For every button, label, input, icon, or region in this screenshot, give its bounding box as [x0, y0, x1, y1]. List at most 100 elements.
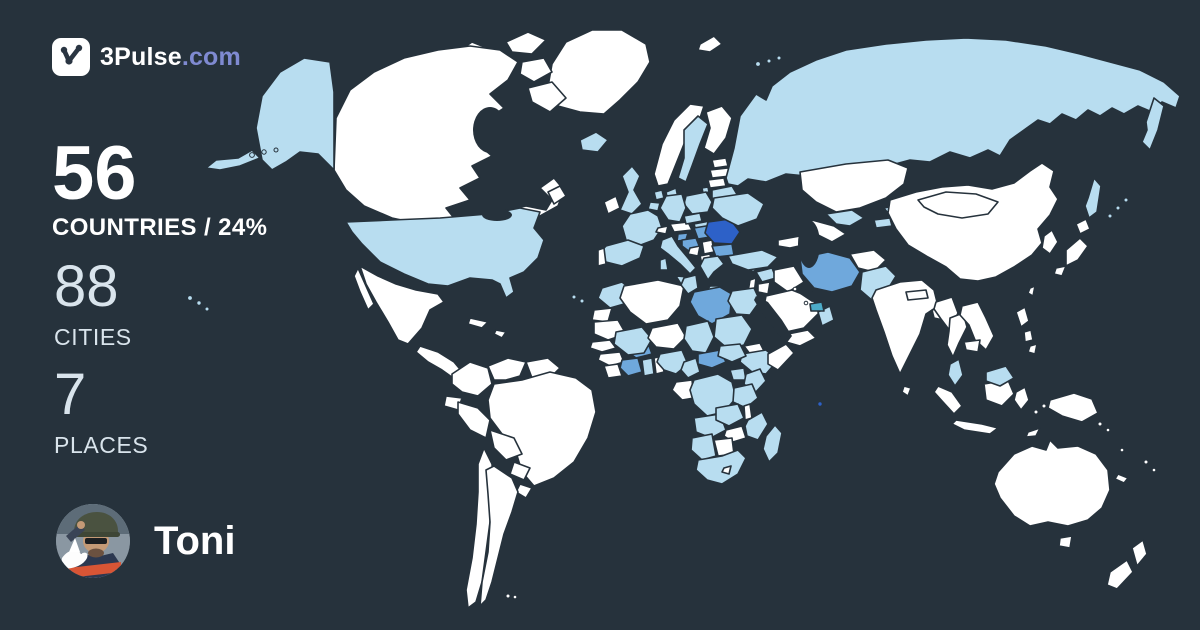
country-canada-baffin: [527, 81, 567, 113]
country-spain: [599, 239, 645, 267]
island-falklands: [512, 594, 518, 600]
brand-logo[interactable]: 3Pulse.com: [52, 38, 241, 76]
red-sea: [754, 296, 792, 344]
country-syria: [755, 267, 777, 283]
country-indonesia: [1041, 403, 1047, 409]
island-franz-josef: [755, 61, 761, 67]
country-indonesia: [951, 419, 999, 435]
island-sardinia: [659, 257, 669, 271]
island-tasmania: [1058, 535, 1073, 549]
country-france: [621, 209, 663, 247]
country-papua-new-guinea: [1047, 392, 1099, 423]
country-russia: [725, 37, 1181, 187]
island-comoros: [817, 401, 823, 407]
country-ireland: [603, 195, 621, 215]
country-mexico: [353, 267, 375, 311]
country-mexico: [359, 265, 445, 345]
country-nepal: [905, 289, 929, 301]
country-indonesia: [1013, 386, 1030, 411]
island-falklands: [505, 593, 511, 599]
country-philippines: [1027, 343, 1038, 355]
country-colombia: [451, 361, 493, 397]
country-ukraine: [711, 192, 765, 227]
country-lesotho: [721, 465, 732, 475]
island-aleutians: [249, 152, 255, 158]
country-uae: [809, 301, 825, 312]
country-estonia: [711, 157, 729, 169]
island-solomons: [1097, 421, 1103, 427]
island-canary: [571, 294, 577, 300]
country-madagascar: [762, 424, 783, 463]
country-zambia: [715, 403, 745, 427]
island-hawaii: [204, 306, 210, 312]
country-japan: [1075, 218, 1091, 235]
island-solomons: [1105, 427, 1111, 433]
brand-wordmark: 3Pulse.com: [100, 43, 241, 72]
country-afghanistan: [849, 249, 887, 273]
country-argentina: [479, 465, 519, 607]
country-senegal: [589, 339, 617, 353]
country-brazil: [487, 371, 597, 487]
country-iceland: [579, 131, 609, 153]
island-aleutians: [261, 149, 267, 155]
country-alaska: [255, 57, 335, 171]
island-new-caledonia: [1114, 473, 1129, 484]
baltic-sea: [696, 158, 710, 186]
country-new-zealand: [1106, 559, 1134, 590]
country-qatar: [803, 300, 809, 306]
country-south-africa: [695, 449, 747, 485]
country-algeria: [619, 279, 685, 325]
country-iraq: [773, 265, 805, 293]
country-cuba: [467, 317, 489, 329]
country-finland: [703, 105, 733, 155]
country-timor: [1025, 427, 1041, 438]
country-australia: [993, 439, 1111, 527]
country-ivory-coast: [619, 357, 643, 377]
country-gabon-congo: [671, 379, 695, 401]
region-kaliningrad: [701, 186, 710, 194]
country-turkey: [727, 249, 779, 271]
island-hawaii: [187, 295, 193, 301]
country-india: [871, 279, 939, 375]
country-tajikistan: [873, 217, 893, 229]
country-sudan: [713, 314, 753, 350]
country-usa: [345, 207, 545, 299]
country-canada-arctic: [505, 31, 547, 55]
island-fiji: [1143, 459, 1149, 465]
country-nigeria: [656, 349, 689, 375]
country-south-sudan: [717, 343, 747, 363]
country-japan: [1053, 265, 1067, 277]
country-malaysia: [947, 358, 964, 387]
country-sweden: [677, 115, 709, 183]
country-laos-vietnam: [959, 301, 995, 351]
country-namibia: [690, 433, 717, 461]
country-kuwait: [792, 286, 798, 292]
country-bosnia: [687, 245, 701, 257]
hudson-bay: [473, 107, 507, 153]
country-uganda: [729, 367, 747, 381]
island-svalbard: [697, 35, 723, 53]
country-western-sahara: [591, 307, 613, 323]
island-hawaii: [196, 300, 202, 306]
country-switzerland: [655, 225, 669, 235]
country-mali: [613, 326, 653, 356]
country-alaska: [205, 149, 261, 171]
country-venezuela: [487, 357, 527, 381]
country-ghana: [641, 357, 655, 377]
island-fiji: [1151, 467, 1157, 473]
country-jordan: [757, 281, 771, 295]
island-taiwan: [1027, 285, 1036, 297]
country-malaysia-borneo: [985, 365, 1015, 387]
island-franz-josef: [766, 58, 772, 64]
brand-name: 3Pulse: [100, 42, 182, 71]
country-new-zealand: [1131, 539, 1148, 567]
country-uk: [619, 165, 643, 215]
country-cameroon: [680, 357, 701, 379]
country-portugal: [597, 247, 607, 267]
country-egypt: [727, 287, 761, 316]
country-guinea: [597, 351, 625, 367]
country-tunisia: [680, 274, 699, 295]
island-franz-josef: [776, 55, 782, 61]
